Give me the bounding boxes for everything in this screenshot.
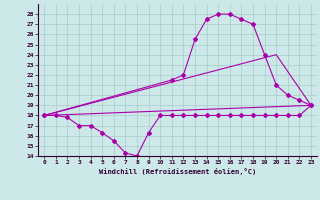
X-axis label: Windchill (Refroidissement éolien,°C): Windchill (Refroidissement éolien,°C)	[99, 168, 256, 175]
